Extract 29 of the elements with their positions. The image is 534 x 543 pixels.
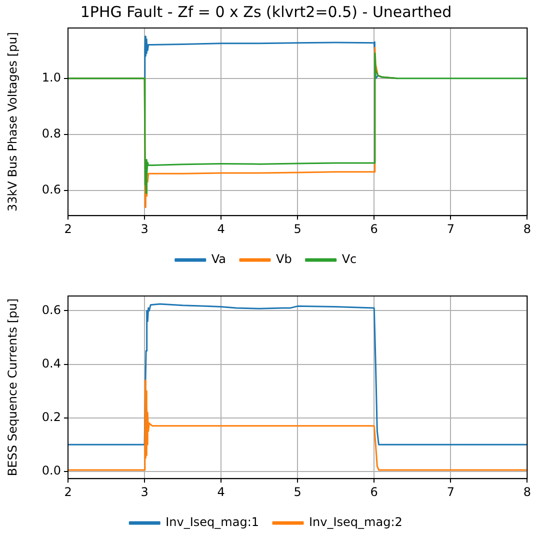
legend-label: Vc (342, 252, 357, 266)
x-tick-label: 8 (523, 222, 532, 236)
x-tick-label: 5 (294, 222, 302, 236)
x-tick-label: 4 (217, 222, 225, 236)
x-tick-label: 8 (523, 484, 532, 499)
x-tick-label: 6 (370, 222, 378, 236)
y-tick-label: 0.8 (42, 126, 61, 141)
x-tick-label: 2 (64, 484, 72, 499)
y-axis-title: 33kV Bus Phase Voltages [pu] (5, 32, 20, 212)
x-tick-label: 3 (140, 484, 148, 499)
x-tick-label: 3 (140, 222, 148, 236)
y-tick-label: 0.2 (42, 410, 61, 424)
chart-title: 1PHG Fault - Zf = 0 x Zs (klvrt2=0.5) - Unearthed (80, 2, 452, 21)
legend-label: Va (211, 252, 226, 266)
x-tick-label: 7 (446, 222, 454, 236)
legend-label: Inv_Iseq_mag:2 (309, 515, 402, 530)
y-tick-label: 0.4 (42, 356, 61, 370)
x-tick-label: 5 (294, 484, 302, 499)
y-tick-label: 0.0 (42, 463, 61, 478)
y-tick-label: 0.6 (42, 302, 61, 317)
legend-label: Inv_Iseq_mag:1 (166, 515, 259, 530)
y-tick-label: 0.6 (42, 182, 61, 197)
x-tick-label: 7 (446, 484, 454, 499)
y-axis-title: BESS Sequence Currents [pu] (5, 298, 20, 476)
y-tick-label: 1.0 (42, 70, 61, 85)
x-tick-label: 2 (64, 222, 72, 236)
x-tick-label: 6 (370, 484, 378, 499)
x-tick-label: 4 (217, 484, 225, 499)
legend-label: Vb (276, 252, 292, 266)
